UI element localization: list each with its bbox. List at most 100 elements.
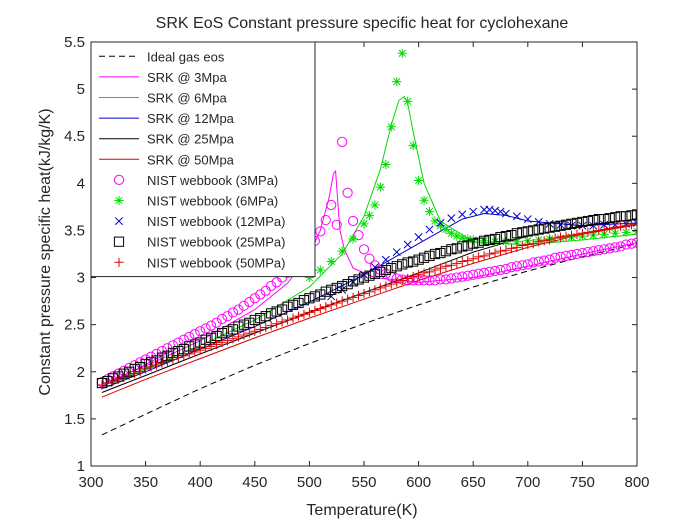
data-point	[447, 214, 456, 223]
data-point	[501, 237, 511, 247]
data-point	[392, 248, 401, 257]
data-point	[249, 314, 260, 326]
data-point	[348, 292, 358, 302]
data-point	[429, 248, 441, 260]
data-point	[113, 374, 123, 384]
data-point	[468, 235, 478, 245]
data-point	[539, 255, 550, 266]
data-point	[298, 295, 310, 306]
data-point	[227, 307, 239, 318]
data-point	[413, 254, 424, 265]
data-point	[550, 221, 561, 232]
data-point	[392, 76, 402, 87]
data-point	[337, 296, 347, 306]
data-point	[511, 228, 522, 239]
data-point	[381, 281, 391, 291]
data-point	[440, 274, 451, 285]
data-point	[266, 308, 277, 319]
legend-label: SRK @ 50Mpa	[147, 152, 235, 167]
data-point	[222, 326, 233, 337]
data-point	[347, 276, 359, 287]
data-point	[429, 275, 441, 286]
data-point	[408, 256, 419, 267]
data-point	[577, 228, 587, 238]
data-point	[446, 244, 457, 255]
data-point	[167, 340, 178, 351]
data-point	[446, 260, 456, 270]
data-point	[522, 259, 533, 270]
data-point	[151, 360, 162, 370]
series-nist-webbook-50mpa	[97, 219, 637, 390]
data-point	[452, 258, 462, 269]
data-point	[332, 298, 342, 308]
data-point	[108, 376, 118, 386]
data-point	[626, 210, 637, 221]
data-point	[293, 297, 304, 309]
data-point	[550, 252, 561, 263]
data-point	[490, 237, 500, 247]
data-point	[397, 275, 407, 285]
data-point	[572, 229, 582, 239]
legend-marker-swatch	[113, 236, 125, 247]
legend-label: SRK @ 3Mpa	[147, 70, 227, 85]
data-point	[457, 256, 467, 267]
data-point	[424, 250, 435, 261]
data-point	[468, 254, 478, 264]
data-point	[517, 260, 528, 271]
data-point	[631, 209, 637, 220]
data-point	[326, 256, 336, 267]
data-point	[489, 233, 501, 245]
legend-entry-srk-12mpa: SRK @ 12Mpa	[99, 111, 235, 126]
data-point	[620, 211, 632, 222]
data-point	[162, 356, 173, 367]
data-point	[528, 239, 538, 249]
data-point	[604, 243, 615, 254]
data-point	[626, 220, 637, 230]
data-point	[347, 215, 359, 227]
y-tick-label: 3.5	[64, 222, 85, 239]
legend-entry-srk-50mpa: SRK @ 50Mpa	[99, 152, 235, 167]
data-point	[490, 248, 500, 258]
data-point	[173, 353, 183, 363]
data-point	[463, 234, 473, 244]
data-point	[331, 282, 342, 294]
legend-label: NIST webbook (12MPa)	[147, 214, 286, 229]
data-point	[119, 372, 129, 383]
data-point	[216, 328, 228, 339]
data-point	[561, 231, 571, 241]
data-point	[435, 221, 446, 231]
legend-entry-nist-webbook-25mpa: NIST webbook (25MPa)	[113, 235, 286, 250]
data-point	[277, 304, 288, 315]
legend-label: NIST webbook (50MPa)	[147, 255, 286, 270]
data-point	[539, 223, 550, 234]
data-point	[364, 270, 375, 281]
legend-label: NIST webbook (6MPa)	[147, 194, 278, 209]
data-point	[418, 252, 430, 263]
data-point	[468, 238, 479, 249]
data-point	[511, 261, 522, 272]
data-point	[391, 261, 402, 272]
data-point	[211, 317, 222, 328]
legend-marker-swatch	[113, 174, 125, 185]
data-point	[315, 226, 326, 237]
data-point	[435, 263, 446, 273]
data-point	[293, 311, 304, 321]
data-point	[610, 212, 621, 223]
data-point	[479, 236, 489, 246]
data-point	[364, 210, 375, 220]
data-point	[304, 293, 315, 304]
data-point	[566, 230, 577, 240]
data-point	[522, 226, 533, 237]
data-point	[266, 280, 277, 292]
legend-entry-nist-webbook-12mpa: NIST webbook (12MPa)	[114, 214, 286, 229]
data-point	[315, 265, 325, 275]
data-point	[582, 247, 593, 258]
data-point	[392, 277, 402, 287]
data-point	[130, 369, 140, 379]
legend-marker-swatch	[114, 195, 124, 206]
data-point	[326, 300, 336, 310]
data-point	[501, 209, 510, 218]
data-point	[615, 241, 626, 252]
legend-entry-srk-25mpa: SRK @ 25Mpa	[99, 132, 235, 147]
